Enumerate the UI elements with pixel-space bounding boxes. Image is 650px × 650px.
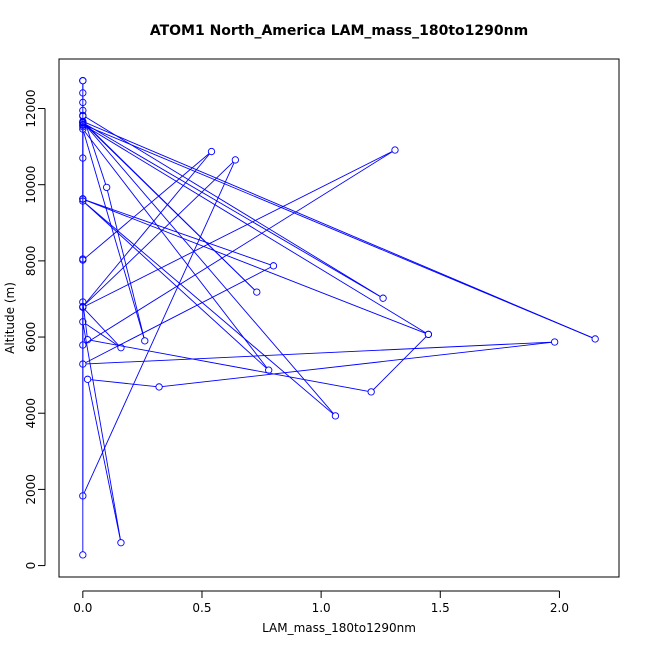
data-point (141, 337, 149, 345)
data-point (79, 197, 87, 205)
x-tick-label: 1.0 (312, 601, 331, 615)
x-tick-label: 2.0 (550, 601, 569, 615)
data-point (253, 288, 261, 296)
x-tick-label: 0.0 (73, 601, 92, 615)
series-segment (87, 382, 121, 540)
data-point (79, 89, 87, 97)
data-point (79, 360, 87, 368)
data-point (265, 366, 273, 374)
y-tick-label: 12000 (24, 89, 38, 127)
x-axis: 0.0 0.5 1.0 1.5 2.0 (73, 590, 569, 615)
plot-frame (58, 58, 620, 578)
data-point (117, 539, 125, 547)
series-segment (85, 125, 593, 339)
data-point (103, 183, 111, 192)
series-segment (83, 132, 145, 338)
data-point (79, 318, 87, 326)
series-segment (90, 379, 156, 388)
series-segment (85, 199, 426, 334)
series-segment (82, 324, 121, 540)
series-segment (373, 336, 427, 390)
series-segment (85, 199, 271, 266)
series-segment (84, 131, 268, 368)
series-segment (84, 153, 210, 305)
series-segment (83, 162, 235, 494)
data-point (79, 106, 87, 115)
data-point (79, 298, 87, 306)
x-tick-label: 1.5 (431, 601, 450, 615)
data-point (79, 125, 87, 133)
series-segment (85, 116, 381, 297)
data-point (79, 341, 87, 349)
series-segment (86, 341, 552, 365)
series-segment (84, 124, 334, 414)
series-layer (79, 77, 599, 559)
series-segment (84, 309, 120, 346)
series-segment (90, 339, 369, 392)
series-segment (84, 202, 334, 415)
series-segment (84, 153, 210, 259)
series-segment (84, 161, 234, 305)
y-tick-label: 10000 (24, 166, 38, 204)
data-point (79, 256, 87, 264)
y-tick-label: 0 (24, 562, 38, 570)
data-point (591, 335, 599, 343)
data-point (155, 383, 163, 391)
y-axis-label: Altitude (m) (3, 282, 17, 354)
data-point (117, 344, 125, 352)
data-point (79, 98, 87, 107)
data-point (79, 120, 87, 129)
data-point (79, 123, 87, 131)
data-point (269, 262, 278, 270)
x-tick-label: 0.5 (192, 601, 211, 615)
data-point (331, 412, 340, 420)
data-point (424, 330, 433, 339)
series-segment (83, 118, 107, 185)
data-point (79, 117, 87, 126)
data-point (391, 146, 399, 154)
data-point (379, 294, 387, 302)
data-point (367, 388, 375, 396)
series-segment (85, 323, 119, 347)
series-segment (84, 202, 267, 369)
y-tick-label: 2000 (24, 474, 38, 505)
series-segment (85, 266, 271, 364)
data-point (83, 375, 92, 383)
data-point (79, 77, 87, 85)
data-point (207, 147, 216, 156)
data-point (79, 551, 87, 559)
series-segment (84, 123, 255, 291)
y-axis: 0 2000 4000 6000 8000 10000 12000 (24, 89, 46, 570)
data-point (79, 195, 87, 203)
series-segment (162, 341, 552, 388)
y-tick-label: 6000 (24, 322, 38, 353)
x-axis-label: LAM_mass_180to1290nm (262, 621, 416, 635)
series-segment (85, 151, 393, 307)
data-point (79, 154, 87, 162)
series-segment (85, 125, 426, 334)
data-point (551, 338, 559, 346)
data-point (231, 156, 239, 164)
data-point (79, 492, 87, 500)
data-point (83, 336, 92, 344)
series-segment (106, 190, 145, 338)
y-tick-label: 8000 (24, 246, 38, 277)
data-point (79, 303, 87, 311)
series-segment (85, 122, 593, 339)
y-tick-label: 4000 (24, 398, 38, 429)
chart-title: ATOM1 North_America LAM_mass_180to1290nm (150, 23, 528, 39)
series-segment (85, 123, 381, 297)
series-segment (85, 151, 393, 344)
